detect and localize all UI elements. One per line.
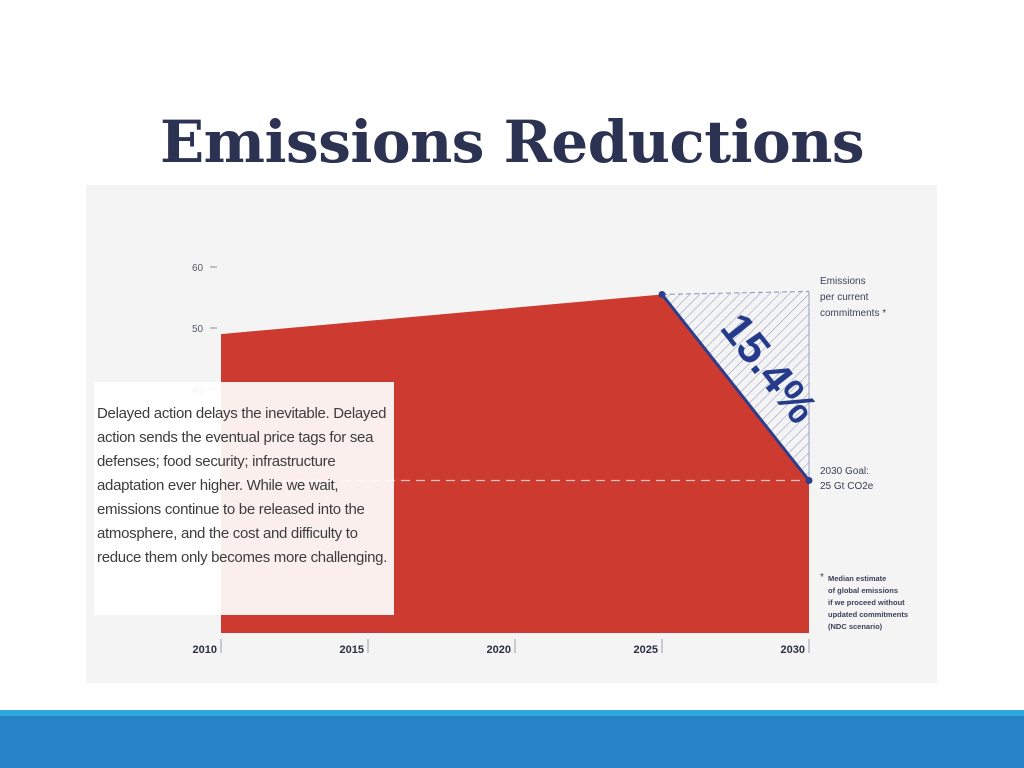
data-point-2025: [658, 290, 666, 298]
x-tick-label-2025: 2025: [634, 644, 658, 656]
footnote-line-2: of global emissions: [828, 586, 898, 595]
projection-line: [661, 290, 810, 296]
series-label-line-1: Emissions: [820, 276, 866, 287]
y-tick-label-60: 60: [192, 263, 204, 274]
goal-label-line-2: 25 Gt CO2e: [820, 481, 874, 492]
footer-band-dark: [0, 716, 1024, 768]
footnote-line-3: if we proceed without: [828, 598, 905, 607]
series-label-line-2: per current: [820, 292, 869, 303]
footnote-line-4: updated commitments: [828, 610, 908, 619]
footnote-line-1: Median estimate: [828, 574, 886, 583]
data-point-2030: [805, 477, 813, 484]
x-tick-label-2015: 2015: [340, 644, 364, 656]
footnote-line-5: (NDC scenario): [828, 622, 883, 631]
callout-text: Delayed action delays the inevitable. De…: [97, 405, 388, 566]
goal-label-line-1: 2030 Goal:: [820, 466, 869, 477]
footnote-marker: *: [820, 572, 824, 583]
callout-box: Delayed action delays the inevitable. De…: [94, 382, 394, 615]
x-tick-label-2030: 2030: [781, 644, 805, 656]
y-tick-label-50: 50: [192, 324, 204, 335]
slide-title: Emissions Reductions: [159, 108, 865, 176]
x-tick-label-2010: 2010: [193, 644, 217, 656]
footer-band-light: [0, 710, 1024, 716]
reduction-line: [660, 293, 811, 482]
series-label-line-3: commitments *: [820, 308, 886, 319]
x-tick-label-2020: 2020: [487, 644, 511, 656]
